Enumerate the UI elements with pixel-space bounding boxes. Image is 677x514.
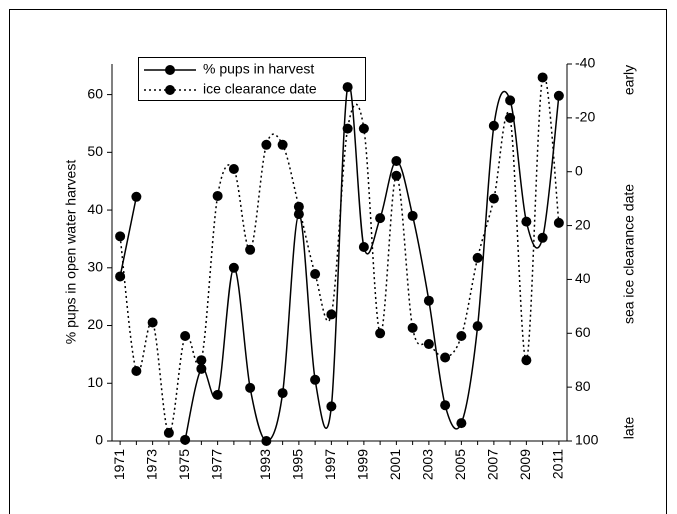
point xyxy=(326,309,337,320)
point xyxy=(358,242,369,253)
point xyxy=(180,434,191,445)
point xyxy=(440,400,451,411)
frame xyxy=(9,9,667,514)
point xyxy=(456,330,467,341)
point xyxy=(228,262,239,273)
point xyxy=(163,427,174,438)
point xyxy=(488,193,499,204)
y-tick-label: 30 xyxy=(87,259,103,275)
point xyxy=(196,355,207,366)
y-tick-label: 40 xyxy=(87,201,103,217)
point xyxy=(407,210,418,221)
point xyxy=(277,388,288,399)
point xyxy=(245,382,256,393)
y2-tick-label: -40 xyxy=(575,55,595,71)
point xyxy=(228,164,239,175)
legend-label: ice clearance date xyxy=(203,81,317,97)
x-tick-label: 1975 xyxy=(176,449,192,480)
y-tick-label: 50 xyxy=(87,143,103,159)
point xyxy=(423,295,434,306)
x-tick-label: 1971 xyxy=(111,449,127,480)
x-tick-label: 1995 xyxy=(290,449,306,480)
annotation: late xyxy=(621,417,637,440)
x-tick-label: 1973 xyxy=(143,449,159,480)
series-line xyxy=(184,83,560,442)
point xyxy=(147,317,158,328)
y2-tick-label: -20 xyxy=(575,109,595,125)
point xyxy=(553,90,564,101)
x-tick-label: 1997 xyxy=(322,449,338,480)
point xyxy=(391,170,402,181)
legend-marker xyxy=(165,65,175,75)
y2-tick-label: 0 xyxy=(575,162,583,178)
point xyxy=(472,321,483,332)
point xyxy=(391,155,402,166)
point xyxy=(521,355,532,366)
point xyxy=(261,139,272,150)
x-tick-label: 2003 xyxy=(420,449,436,480)
point xyxy=(375,213,386,224)
x-tick-label: 2005 xyxy=(452,449,468,480)
point xyxy=(521,216,532,227)
point xyxy=(342,123,353,134)
x-tick-label: 2011 xyxy=(550,449,566,479)
y2-axis-label: sea ice clearance date xyxy=(621,184,637,324)
point xyxy=(310,269,321,280)
y2-tick-label: 100 xyxy=(575,432,599,448)
y-tick-label: 20 xyxy=(87,316,103,332)
point xyxy=(488,120,499,131)
y2-tick-label: 80 xyxy=(575,378,591,394)
point xyxy=(342,82,353,93)
point xyxy=(440,352,451,363)
x-tick-label: 2007 xyxy=(485,449,501,480)
point xyxy=(375,328,386,339)
point xyxy=(115,231,126,242)
point xyxy=(131,365,142,376)
legend xyxy=(138,57,366,101)
y-tick-label: 0 xyxy=(95,432,103,448)
y2-tick-label: 20 xyxy=(575,216,591,232)
point xyxy=(131,191,142,202)
point xyxy=(505,112,516,123)
point xyxy=(261,436,272,446)
point xyxy=(423,339,434,350)
point xyxy=(196,363,207,374)
y2-tick-label: 40 xyxy=(575,270,591,286)
point xyxy=(407,322,418,333)
x-tick-label: 1993 xyxy=(257,449,273,480)
point xyxy=(505,95,516,106)
x-tick-label: 1999 xyxy=(355,449,371,480)
point xyxy=(293,201,304,212)
point xyxy=(212,389,223,400)
point xyxy=(310,374,321,385)
point xyxy=(472,252,483,263)
point xyxy=(553,217,564,228)
point xyxy=(115,271,126,282)
x-tick-label: 1977 xyxy=(208,449,224,480)
point xyxy=(180,330,191,341)
point xyxy=(245,244,256,255)
point xyxy=(358,123,369,134)
legend-marker xyxy=(165,85,175,95)
point xyxy=(537,232,548,243)
y2-tick-label: 60 xyxy=(575,324,591,340)
y-tick-label: 60 xyxy=(87,85,103,101)
annotation: early xyxy=(621,65,637,95)
x-tick-label: 2009 xyxy=(517,449,533,480)
y-tick-label: 10 xyxy=(87,374,103,390)
legend-label: % pups in harvest xyxy=(203,61,314,77)
series-line xyxy=(119,196,138,277)
point xyxy=(326,401,337,412)
point xyxy=(277,139,288,150)
point xyxy=(456,418,467,429)
point xyxy=(212,190,223,201)
y-axis-label: % pups in open water harvest xyxy=(63,160,79,345)
x-tick-label: 2001 xyxy=(387,449,403,480)
point xyxy=(537,72,548,83)
